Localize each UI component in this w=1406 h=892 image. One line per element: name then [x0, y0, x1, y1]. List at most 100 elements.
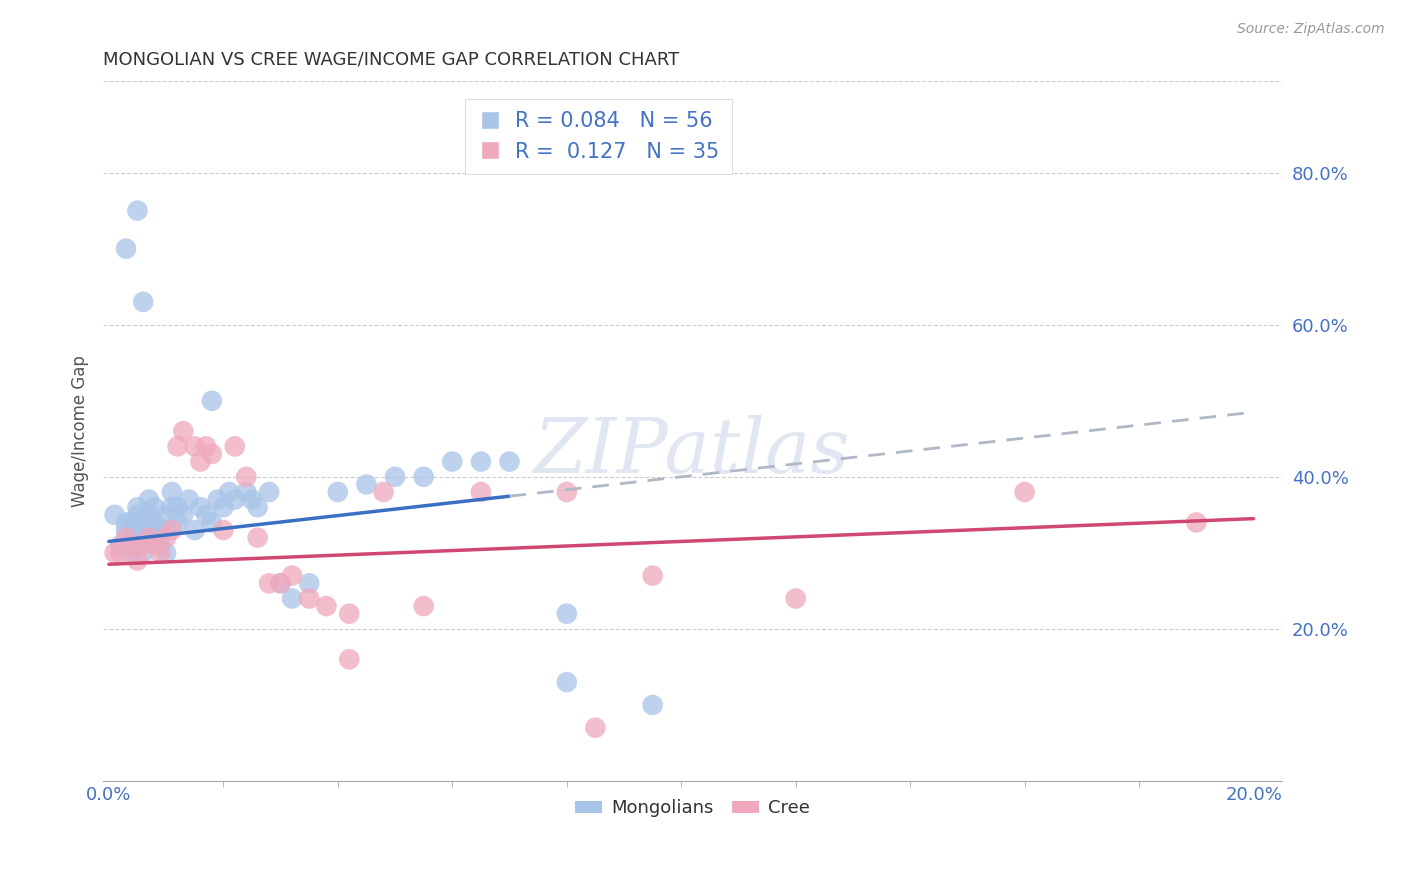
Point	[555, 675, 578, 690]
Point	[115, 523, 138, 537]
Point	[498, 454, 520, 468]
Point	[155, 531, 177, 545]
Point	[224, 439, 246, 453]
Point	[281, 591, 304, 606]
Point	[555, 485, 578, 500]
Point	[246, 500, 269, 515]
Point	[212, 500, 235, 515]
Point	[298, 591, 321, 606]
Point	[121, 531, 143, 545]
Point	[110, 546, 132, 560]
Point	[257, 576, 280, 591]
Point	[166, 516, 188, 530]
Point	[121, 516, 143, 530]
Point	[337, 607, 360, 621]
Point	[1185, 516, 1208, 530]
Point	[641, 698, 664, 712]
Point	[132, 538, 155, 552]
Point	[149, 523, 172, 537]
Point	[270, 576, 292, 591]
Point	[281, 568, 304, 582]
Text: MONGOLIAN VS CREE WAGE/INCOME GAP CORRELATION CHART: MONGOLIAN VS CREE WAGE/INCOME GAP CORREL…	[103, 51, 679, 69]
Point	[115, 531, 138, 545]
Point	[138, 523, 160, 537]
Point	[127, 203, 149, 218]
Point	[138, 492, 160, 507]
Point	[160, 485, 183, 500]
Point	[240, 492, 263, 507]
Point	[298, 576, 321, 591]
Point	[257, 485, 280, 500]
Point	[127, 500, 149, 515]
Point	[246, 531, 269, 545]
Point	[143, 516, 166, 530]
Point	[172, 424, 194, 438]
Point	[121, 538, 143, 552]
Point	[132, 516, 155, 530]
Legend: Mongolians, Cree: Mongolians, Cree	[568, 792, 817, 824]
Point	[127, 553, 149, 567]
Point	[583, 721, 606, 735]
Point	[149, 538, 172, 552]
Point	[166, 439, 188, 453]
Point	[555, 607, 578, 621]
Point	[441, 454, 464, 468]
Point	[201, 393, 224, 408]
Point	[132, 546, 155, 560]
Point	[155, 523, 177, 537]
Point	[155, 546, 177, 560]
Point	[195, 508, 218, 522]
Point	[121, 546, 143, 560]
Point	[270, 576, 292, 591]
Point	[132, 531, 155, 545]
Point	[470, 454, 492, 468]
Point	[115, 242, 138, 256]
Point	[183, 439, 205, 453]
Point	[326, 485, 349, 500]
Point	[115, 516, 138, 530]
Point	[103, 508, 125, 522]
Point	[207, 492, 229, 507]
Point	[470, 485, 492, 500]
Point	[315, 599, 337, 613]
Point	[218, 485, 240, 500]
Point	[143, 538, 166, 552]
Point	[160, 500, 183, 515]
Point	[412, 470, 434, 484]
Point	[412, 599, 434, 613]
Point	[172, 508, 194, 522]
Point	[166, 500, 188, 515]
Point	[384, 470, 406, 484]
Point	[224, 492, 246, 507]
Point	[373, 485, 395, 500]
Point	[155, 508, 177, 522]
Point	[132, 294, 155, 309]
Point	[785, 591, 807, 606]
Text: ZIPatlas: ZIPatlas	[534, 415, 851, 489]
Point	[356, 477, 378, 491]
Point	[337, 652, 360, 666]
Point	[127, 523, 149, 537]
Point	[201, 447, 224, 461]
Y-axis label: Wage/Income Gap: Wage/Income Gap	[72, 355, 89, 508]
Point	[160, 523, 183, 537]
Point	[1014, 485, 1036, 500]
Point	[143, 500, 166, 515]
Point	[235, 470, 257, 484]
Point	[127, 538, 149, 552]
Point	[641, 568, 664, 582]
Point	[138, 531, 160, 545]
Text: Source: ZipAtlas.com: Source: ZipAtlas.com	[1237, 22, 1385, 37]
Point	[212, 523, 235, 537]
Point	[149, 546, 172, 560]
Point	[235, 485, 257, 500]
Point	[195, 439, 218, 453]
Point	[190, 500, 212, 515]
Point	[138, 508, 160, 522]
Point	[183, 523, 205, 537]
Point	[127, 508, 149, 522]
Point	[110, 538, 132, 552]
Point	[201, 516, 224, 530]
Point	[103, 546, 125, 560]
Point	[143, 531, 166, 545]
